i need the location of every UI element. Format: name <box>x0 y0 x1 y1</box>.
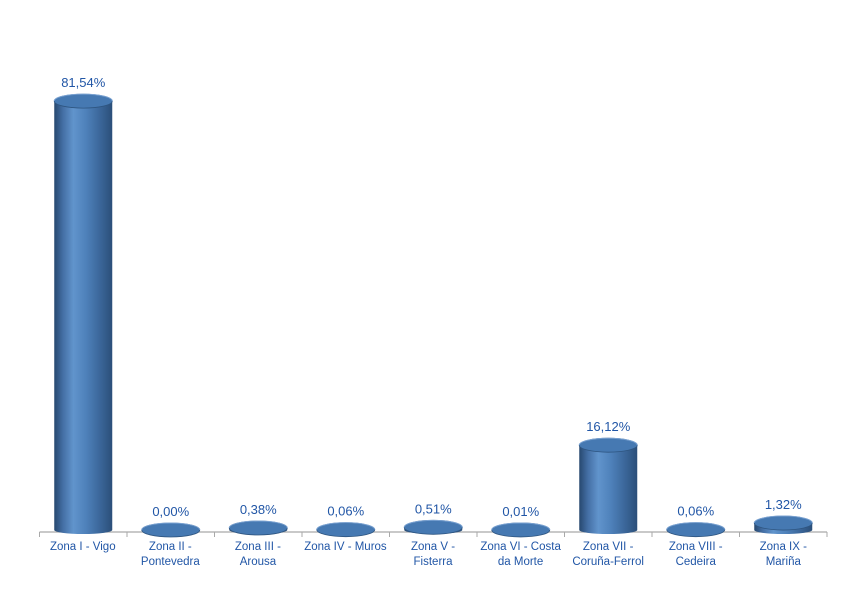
category-label: Zona VII - Coruña-Ferrol <box>572 541 644 568</box>
category-label: Zona VIII - Cedeira <box>668 541 723 568</box>
cylinder-top-highlight <box>316 522 376 530</box>
cylinder-top-highlight <box>491 522 551 531</box>
cylinder-top-highlight <box>403 519 463 528</box>
cylinder-top-highlight <box>141 522 201 531</box>
cylinder-top-highlight <box>753 515 813 524</box>
data-label: 81,54% <box>61 75 106 90</box>
cylinder-top-highlight <box>228 520 288 529</box>
cylinder-top-highlight <box>53 93 113 102</box>
cylinder-body <box>54 101 113 534</box>
data-label: 0,51% <box>415 501 452 516</box>
data-label: 0,38% <box>240 502 277 517</box>
category-label: Zona IV - Muros <box>304 541 387 553</box>
data-label: 0,06% <box>677 504 714 519</box>
data-label: 0,00% <box>152 504 189 519</box>
data-label: 16,12% <box>586 419 631 434</box>
category-label: Zona IX - Mariña <box>759 541 807 568</box>
category-label: Zona III - Arousa <box>234 541 281 568</box>
cylinder-body <box>579 445 638 534</box>
data-label: 0,06% <box>327 504 364 519</box>
data-label: 0,01% <box>502 504 539 519</box>
cylinder-bar[interactable] <box>316 522 376 538</box>
x-axis-labels: Zona I - Vigo Zona II - Pontevedra Zona II… <box>39 540 827 570</box>
cylinder-bar[interactable] <box>666 522 726 538</box>
category-label: Zona V - Fisterra <box>410 541 456 568</box>
cylinder-top-highlight <box>666 522 726 530</box>
cylinder-bar[interactable] <box>53 93 113 534</box>
category-label: Zona II - Pontevedra <box>140 541 200 568</box>
category-label: Zona I - Vigo <box>49 541 116 553</box>
cylinder-bar[interactable] <box>753 515 813 534</box>
category-label: Zona VI - Costa da Morte <box>480 541 561 568</box>
cylinder-bar[interactable] <box>141 522 201 538</box>
cylinder-bar[interactable] <box>491 522 551 538</box>
cylinder-bar[interactable] <box>578 437 638 534</box>
cylinder-top-highlight <box>578 437 638 446</box>
cylinder-bar[interactable] <box>228 520 288 536</box>
data-label: 1,32% <box>765 497 802 512</box>
cylinder-bar[interactable] <box>403 519 463 535</box>
